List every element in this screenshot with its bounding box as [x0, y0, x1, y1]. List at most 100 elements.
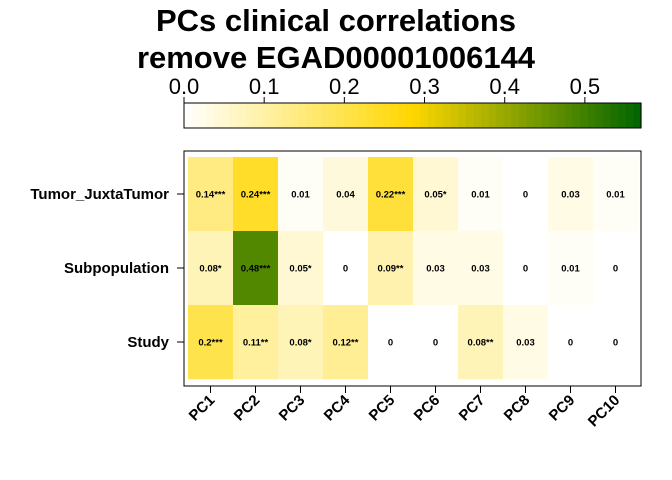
cell-value-label: 0.05* [424, 190, 446, 201]
colorbar-swatch [610, 103, 619, 128]
colorbar-swatch [351, 103, 360, 128]
cell-value-label: 0 [343, 264, 348, 275]
heatmap-cell [368, 157, 414, 232]
colorbar-swatch [572, 103, 581, 128]
cell-value-label: 0.24*** [241, 190, 271, 201]
colorbar-swatch [199, 103, 208, 128]
column-label: PC3 [276, 392, 309, 425]
heatmap-cell [278, 305, 324, 380]
colorbar-swatch [465, 103, 475, 128]
cell-value-label: 0.04 [336, 190, 355, 201]
colorbar-swatch [359, 103, 368, 128]
cell-value-label: 0.2*** [198, 338, 223, 349]
cell-value-label: 0.08* [289, 338, 311, 349]
colorbar-swatch [442, 103, 452, 128]
colorbar-swatch [458, 103, 467, 128]
colorbar-swatch [382, 103, 391, 128]
cell-value-label: 0.11** [243, 338, 269, 349]
heatmap-cell [548, 305, 594, 380]
row-label: Tumor_JuxtaTumor [30, 186, 169, 203]
cell-value-label: 0.08* [199, 264, 221, 275]
colorbar-swatch [496, 103, 505, 128]
colorbar-swatch [237, 103, 246, 128]
colorbar-tick-label: 0.4 [489, 74, 520, 99]
cell-value-label: 0.01 [606, 190, 625, 201]
cell-value-label: 0.05* [289, 264, 311, 275]
heatmap-cell [593, 157, 639, 232]
colorbar-swatch [602, 103, 612, 128]
colorbar-swatch [481, 103, 490, 128]
cell-value-label: 0 [433, 338, 438, 349]
heatmap-cell [458, 305, 504, 380]
colorbar-swatch [267, 103, 276, 128]
chart-title-line-2: remove EGAD00001006144 [137, 40, 536, 75]
colorbar-swatch [633, 103, 642, 128]
colorbar-swatch [595, 103, 604, 128]
heatmap-cell [593, 305, 639, 380]
column-label: PC2 [231, 392, 264, 425]
colorbar-swatch [366, 103, 376, 128]
colorbar-swatch [397, 103, 406, 128]
cell-value-label: 0.03 [561, 190, 580, 201]
chart-title-line-1: PCs clinical correlations [156, 3, 516, 38]
heatmap-cell [368, 305, 414, 380]
column-label: PC6 [411, 392, 444, 425]
colorbar-swatch [222, 103, 231, 128]
heatmap-cell [278, 231, 324, 306]
cell-value-label: 0.09** [378, 264, 404, 275]
cell-value-label: 0.03 [516, 338, 535, 349]
colorbar-swatch [618, 103, 627, 128]
colorbar-swatch [184, 103, 193, 128]
colorbar-swatch [549, 103, 558, 128]
cell-value-label: 0 [613, 338, 618, 349]
colorbar-swatch [321, 103, 330, 128]
colorbar-swatch [404, 103, 414, 128]
colorbar-swatch [283, 103, 292, 128]
colorbar-swatch [564, 103, 574, 128]
colorbar-swatch [580, 103, 589, 128]
column-label: PC5 [366, 392, 399, 425]
column-axis: PC1 PC2 PC3 PC4 PC5 PC6 PC7 PC8 PC9 PC10 [186, 386, 623, 430]
column-label: PC9 [546, 392, 579, 425]
colorbar-swatch [541, 103, 551, 128]
heatmap-cell [503, 305, 549, 380]
colorbar-swatch [534, 103, 543, 128]
column-label: PC7 [456, 392, 489, 425]
heatmap-cell [233, 157, 279, 232]
colorbar-swatch [587, 103, 596, 128]
colorbar-tick-label: 0.5 [570, 74, 601, 99]
cell-value-label: 0 [613, 264, 618, 275]
colorbar-swatch [473, 103, 482, 128]
colorbar-swatch [503, 103, 513, 128]
colorbar-swatch [435, 103, 444, 128]
cell-value-label: 0.12** [333, 338, 359, 349]
colorbar-swatch [450, 103, 459, 128]
heatmap-cell [188, 231, 234, 306]
cell-value-label: 0 [568, 338, 573, 349]
heatmap-cell [548, 157, 594, 232]
cell-value-label: 0 [523, 264, 528, 275]
colorbar-swatch [244, 103, 254, 128]
colorbar-swatch [313, 103, 322, 128]
heatmap-cell [188, 305, 234, 380]
colorbar-swatch [252, 103, 261, 128]
colorbar-swatch [260, 103, 269, 128]
heatmap-cell [503, 157, 549, 232]
heatmap-cell [458, 157, 504, 232]
heatmap-cell [458, 231, 504, 306]
cell-value-label: 0.01 [471, 190, 490, 201]
cell-value-label: 0.08** [468, 338, 494, 349]
heatmap-cell [503, 231, 549, 306]
heatmap-cell [368, 231, 414, 306]
heatmap-cell [278, 157, 324, 232]
colorbar-swatch [389, 103, 398, 128]
heatmap-cell [233, 231, 279, 306]
heatmap-cell [323, 305, 369, 380]
column-label: PC4 [321, 391, 354, 424]
colorbar-swatch [328, 103, 337, 128]
colorbar: 0.0 0.1 0.2 0.3 0.4 0.5 [169, 74, 642, 129]
colorbar-swatch [298, 103, 307, 128]
colorbar-tick-label: 0.3 [409, 74, 440, 99]
colorbar-swatch [557, 103, 566, 128]
